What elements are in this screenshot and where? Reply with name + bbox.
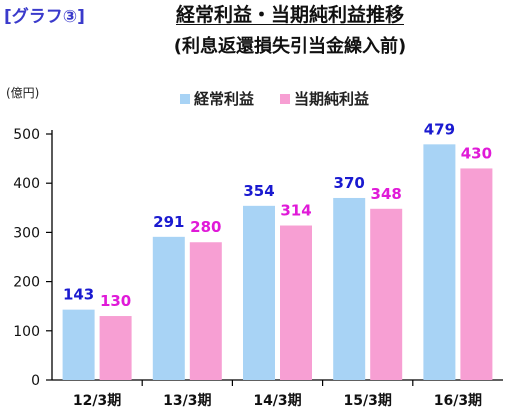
- y-tick-label-5: 500: [13, 127, 40, 143]
- data-label-ordinary-profit-3: 370: [334, 174, 365, 192]
- bar-ordinary-profit-2: [243, 205, 275, 380]
- data-label-net-income-0: 130: [100, 292, 131, 310]
- legend-label-0: 経常利益: [194, 90, 254, 108]
- legend-swatch-1: [280, 94, 290, 104]
- y-tick-label-1: 100: [13, 324, 40, 340]
- graph-tag: [グラフ③]: [4, 7, 85, 27]
- chart-title: 経常利益・当期純利益推移: [175, 4, 404, 26]
- data-label-net-income-4: 430: [461, 144, 492, 162]
- bar-ordinary-profit-1: [152, 236, 185, 380]
- y-tick-label-0: 0: [31, 373, 40, 389]
- data-label-net-income-3: 348: [371, 185, 402, 203]
- y-axis-unit: (億円): [6, 86, 40, 100]
- legend-swatch-0: [180, 94, 190, 104]
- bar-ordinary-profit-4: [423, 144, 456, 380]
- data-label-net-income-1: 280: [190, 218, 221, 236]
- data-label-ordinary-profit-1: 291: [153, 213, 184, 231]
- chart-subtitle: (利息返還損失引当金繰入前): [173, 36, 407, 57]
- bar-net-income-4: [460, 168, 493, 380]
- bar-ordinary-profit-0: [62, 309, 95, 380]
- x-tick-label-4: 16/3期: [434, 393, 482, 409]
- data-label-ordinary-profit-0: 143: [63, 286, 94, 304]
- bar-net-income-0: [99, 316, 132, 380]
- data-label-net-income-2: 314: [280, 202, 311, 220]
- x-tick-label-2: 14/3期: [253, 393, 301, 409]
- legend-label-1: 当期純利益: [294, 90, 369, 108]
- bar-net-income-2: [280, 225, 312, 380]
- x-tick-label-3: 15/3期: [344, 393, 392, 409]
- bar-net-income-1: [189, 242, 222, 380]
- y-tick-label-2: 200: [13, 275, 40, 291]
- y-tick-label-4: 400: [13, 176, 40, 192]
- x-tick-label-0: 12/3期: [73, 393, 121, 409]
- bar-net-income-3: [370, 208, 403, 380]
- bar-ordinary-profit-3: [333, 197, 366, 380]
- y-tick-label-3: 300: [13, 225, 40, 241]
- x-tick-label-1: 13/3期: [163, 393, 211, 409]
- data-label-ordinary-profit-2: 354: [243, 182, 274, 200]
- data-label-ordinary-profit-4: 479: [424, 120, 455, 138]
